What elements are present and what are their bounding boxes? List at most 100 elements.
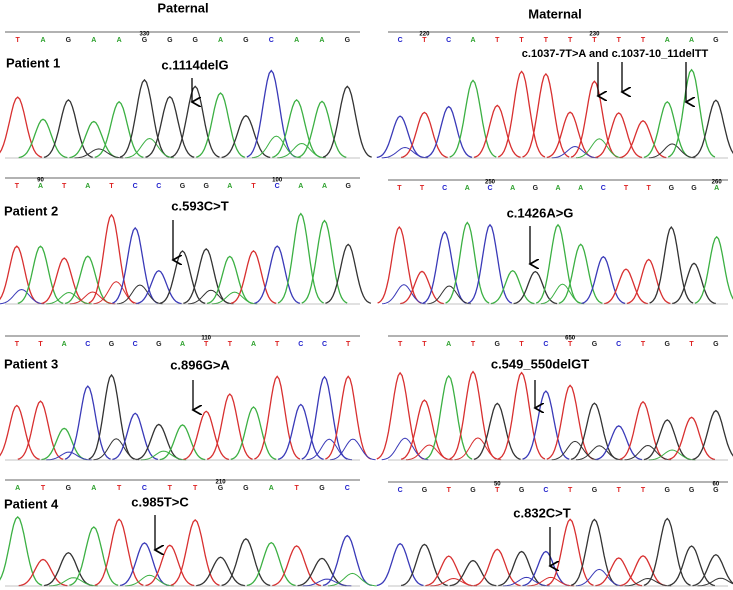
base-letter: T: [422, 37, 427, 44]
position-number: 330: [139, 32, 150, 38]
position-number: 60: [713, 482, 720, 488]
base-letter: A: [180, 341, 185, 348]
base-letter: T: [41, 485, 46, 492]
patient-label: Patient 3: [4, 356, 58, 371]
trace-peak: [301, 219, 348, 304]
trace-peak: [272, 545, 322, 587]
trace-peak: [643, 517, 691, 586]
base-letter: G: [142, 37, 148, 44]
trace-peak: [376, 115, 424, 159]
trace-peak: [18, 558, 68, 587]
trace-peak: [581, 255, 626, 305]
trace-peak: [400, 399, 448, 460]
trace-peak: [69, 526, 119, 586]
base-letter: T: [117, 485, 122, 492]
position-number: 650: [565, 336, 576, 342]
base-letter: G: [422, 487, 428, 494]
trace-peak: [473, 104, 521, 159]
trace-peak: [626, 258, 671, 305]
trace-minor-peak: [527, 576, 575, 587]
base-letter: A: [510, 185, 515, 192]
trace-minor-peak: [427, 285, 472, 305]
trace-minor-peak: [46, 451, 92, 461]
trace-minor-peak: [381, 437, 429, 461]
trace-peak: [400, 111, 448, 159]
base-letter: G: [345, 37, 351, 44]
trace-peak: [422, 230, 467, 304]
trace-peak: [17, 400, 64, 460]
base-letter: C: [446, 37, 451, 44]
trace-peak: [497, 371, 546, 460]
trace-peak: [170, 85, 220, 158]
trace-peak: [498, 550, 546, 587]
base-letter: T: [228, 341, 233, 348]
trace-peak: [297, 100, 347, 159]
trace-peak: [535, 223, 581, 304]
trace-peak: [0, 245, 40, 305]
trace-minor-peak: [125, 574, 174, 587]
base-letter: G: [713, 487, 719, 494]
trace-peak: [196, 556, 246, 587]
trace-peak: [145, 95, 195, 158]
base-letter: C: [269, 37, 274, 44]
mutation-label: c.549_550delGT: [491, 356, 589, 371]
base-letter: G: [665, 341, 671, 348]
base-letter: T: [641, 487, 646, 494]
patient-label: Patient 4: [4, 496, 59, 511]
trace-peak: [667, 68, 716, 158]
trace-peak: [546, 518, 594, 586]
base-letter: A: [322, 183, 327, 190]
base-letter: C: [487, 185, 492, 192]
base-letter: A: [294, 37, 299, 44]
base-letter: G: [243, 37, 249, 44]
base-letter: C: [142, 485, 147, 492]
trace-peak: [159, 250, 206, 305]
base-letter: A: [298, 183, 303, 190]
trace-peak: [325, 243, 372, 304]
base-letter: T: [617, 487, 622, 494]
base-letter: T: [38, 341, 43, 348]
base-letter: T: [568, 487, 573, 494]
trace-peak: [221, 538, 271, 587]
trace-peak: [183, 410, 230, 461]
trace-peak: [43, 99, 93, 159]
base-letter: A: [15, 485, 20, 492]
base-letter: G: [156, 341, 162, 348]
trace-peak: [277, 403, 324, 461]
base-letter: T: [422, 341, 427, 348]
base-letter: T: [193, 485, 198, 492]
trace-peak: [425, 374, 473, 460]
base-letter: C: [133, 341, 138, 348]
base-letter: G: [691, 185, 697, 192]
trace-peak: [43, 551, 93, 587]
base-letter: C: [85, 341, 90, 348]
trace-peak: [672, 262, 716, 305]
trace-peak: [119, 78, 170, 158]
trace-minor-peak: [551, 145, 599, 159]
base-letter: T: [346, 341, 351, 348]
trace-peak: [0, 515, 43, 586]
trace-minor-peak: [551, 440, 599, 461]
column-header: Paternal: [157, 0, 208, 15]
trace-peak: [522, 550, 570, 587]
base-letter: A: [251, 341, 256, 348]
mutation-label: c.832C>T: [513, 505, 571, 520]
trace-peak: [473, 548, 521, 587]
trace-minor-peak: [648, 449, 696, 461]
mutation-label: c.1114delG: [161, 57, 228, 72]
base-letter: T: [16, 37, 21, 44]
trace-peak: [595, 557, 643, 587]
base-letter: G: [66, 37, 72, 44]
base-letter: T: [495, 487, 500, 494]
trace-minor-peak: [697, 577, 733, 587]
trace-peak: [595, 425, 643, 461]
base-letter: G: [203, 183, 209, 190]
base-letter: G: [713, 341, 719, 348]
trace-peak: [649, 226, 694, 304]
base-letter: T: [447, 487, 452, 494]
base-letter: A: [465, 185, 470, 192]
position-number: 250: [485, 180, 496, 186]
mutation-label: c.593C>T: [171, 198, 229, 213]
position-number: 90: [37, 178, 44, 184]
